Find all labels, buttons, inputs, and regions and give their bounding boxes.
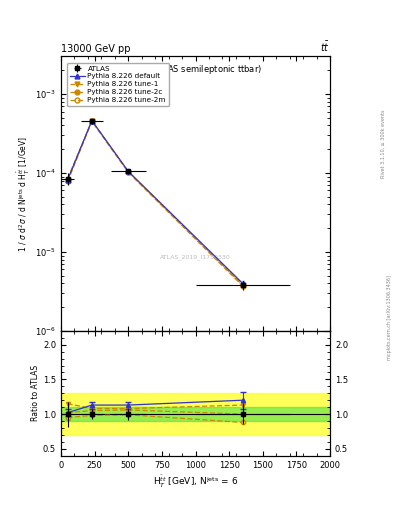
Pythia 8.226 tune-2m [65, 178, 70, 184]
Line: Pythia 8.226 tune-2c: Pythia 8.226 tune-2c [65, 118, 245, 288]
Y-axis label: 1 / $\sigma$ d$^2\sigma$ / d N$^{\rm jets}$ d H$_T^{\bar{t}t}$ [1/GeV]: 1 / $\sigma$ d$^2\sigma$ / d N$^{\rm jet… [16, 136, 32, 252]
Pythia 8.226 tune-1 [126, 169, 130, 175]
Pythia 8.226 default [240, 280, 245, 286]
Pythia 8.226 tune-2c [90, 118, 94, 124]
Text: 13000 GeV pp: 13000 GeV pp [61, 44, 130, 54]
Bar [61, 393, 330, 435]
Pythia 8.226 tune-1 [65, 178, 70, 184]
Pythia 8.226 tune-1 [90, 118, 94, 124]
Pythia 8.226 tune-2c [126, 168, 130, 175]
Legend: ATLAS, Pythia 8.226 default, Pythia 8.226 tune-1, Pythia 8.226 tune-2c, Pythia 8: ATLAS, Pythia 8.226 default, Pythia 8.22… [67, 62, 169, 106]
Pythia 8.226 default [90, 118, 94, 124]
Pythia 8.226 tune-2c [65, 176, 70, 182]
Text: tt$\overline{\rm H}_T$ (ATLAS semileptonic ttbar): tt$\overline{\rm H}_T$ (ATLAS semilepton… [129, 62, 262, 77]
Line: Pythia 8.226 default: Pythia 8.226 default [65, 118, 245, 286]
Line: Pythia 8.226 tune-1: Pythia 8.226 tune-1 [65, 119, 245, 287]
Bar [61, 407, 330, 421]
X-axis label: H$_T^{\bar{t}t}$ [GeV], N$^{\rm jets}$ = 6: H$_T^{\bar{t}t}$ [GeV], N$^{\rm jets}$ =… [153, 474, 238, 490]
Pythia 8.226 default [65, 177, 70, 183]
Y-axis label: Ratio to ATLAS: Ratio to ATLAS [31, 365, 40, 421]
Pythia 8.226 tune-2m [90, 118, 94, 124]
Pythia 8.226 tune-1 [240, 282, 245, 288]
Text: $t\bar{t}$: $t\bar{t}$ [320, 40, 330, 54]
Pythia 8.226 tune-2c [240, 282, 245, 288]
Text: Rivet 3.1.10, ≥ 300k events: Rivet 3.1.10, ≥ 300k events [381, 109, 386, 178]
Pythia 8.226 tune-2m [126, 169, 130, 175]
Text: mcplots.cern.ch [arXiv:1306.3436]: mcplots.cern.ch [arXiv:1306.3436] [387, 275, 391, 360]
Line: Pythia 8.226 tune-2m: Pythia 8.226 tune-2m [65, 119, 245, 288]
Pythia 8.226 tune-2m [240, 283, 245, 289]
Text: ATLAS_2019_I1750330: ATLAS_2019_I1750330 [160, 254, 231, 260]
Pythia 8.226 default [126, 168, 130, 175]
